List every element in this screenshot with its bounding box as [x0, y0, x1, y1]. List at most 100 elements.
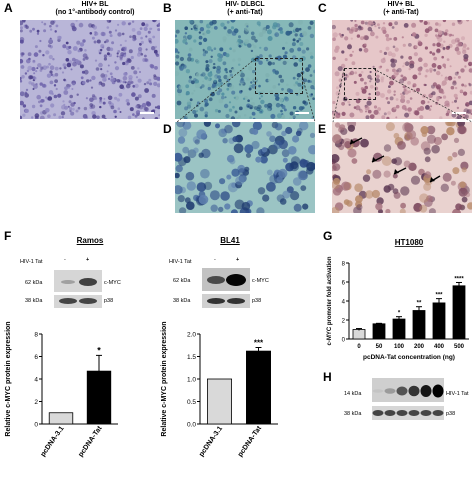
cell-nucleus — [373, 109, 379, 115]
cell-nucleus — [218, 88, 223, 93]
cell-nucleus — [42, 65, 47, 70]
cell-nucleus — [418, 72, 422, 76]
cell-nucleus — [80, 76, 84, 80]
cell-nucleus — [461, 196, 468, 203]
cell-nucleus — [100, 31, 106, 37]
cell-nucleus — [407, 81, 411, 85]
cell-nucleus — [119, 111, 122, 113]
cell-nucleus — [408, 43, 412, 47]
cell-nucleus — [129, 107, 134, 112]
cell-nucleus — [213, 62, 216, 66]
cell-nucleus — [354, 23, 358, 28]
bar — [352, 329, 366, 340]
cell-nucleus — [366, 100, 372, 106]
cell-nucleus — [188, 34, 193, 39]
cell-nucleus — [67, 105, 70, 108]
cell-nucleus — [244, 166, 250, 172]
cell-nucleus — [181, 65, 184, 68]
cell-nucleus — [420, 126, 429, 135]
cell-nucleus — [198, 194, 209, 205]
cell-nucleus — [144, 88, 149, 93]
cell-nucleus — [238, 44, 242, 48]
cell-nucleus — [455, 116, 460, 119]
cell-nucleus — [470, 112, 472, 115]
cell-nucleus — [92, 25, 98, 30]
cell-nucleus — [67, 50, 72, 55]
cell-nucleus — [135, 76, 139, 79]
cell-nucleus — [292, 177, 302, 186]
cell-nucleus — [58, 115, 62, 119]
cell-nucleus — [395, 104, 400, 109]
cell-nucleus — [62, 63, 67, 67]
cell-nucleus — [131, 28, 136, 32]
cell-nucleus — [196, 101, 200, 105]
h-band-tat: HIV-1 Tat — [446, 391, 469, 397]
cell-nucleus — [231, 68, 236, 73]
cell-nucleus — [121, 21, 126, 26]
cell-nucleus — [281, 105, 286, 109]
bl41-band-p38: p38 — [252, 298, 262, 304]
cell-nucleus — [420, 100, 426, 105]
cell-nucleus — [187, 100, 190, 103]
cell-nucleus — [424, 28, 430, 34]
cell-nucleus — [45, 96, 48, 99]
cell-nucleus — [127, 115, 132, 119]
cell-nucleus — [431, 91, 436, 96]
cell-nucleus — [241, 201, 251, 211]
cell-nucleus — [464, 84, 467, 88]
y-tick-label: 6 — [34, 354, 38, 361]
cell-nucleus — [216, 91, 221, 96]
cell-nucleus — [366, 169, 372, 175]
cell-nucleus — [225, 113, 230, 119]
cell-nucleus — [402, 65, 405, 68]
cell-nucleus — [257, 187, 266, 195]
cell-nucleus — [226, 87, 230, 91]
cell-nucleus — [253, 45, 257, 49]
cell-nucleus — [105, 39, 109, 43]
cell-nucleus — [382, 29, 387, 34]
micrograph-d-image — [175, 122, 315, 213]
cell-nucleus — [195, 72, 200, 77]
cell-nucleus — [233, 143, 244, 154]
cell-nucleus — [409, 97, 413, 100]
cell-nucleus — [58, 35, 62, 40]
cell-nucleus — [200, 73, 203, 77]
ramos-tat-label: HIV-1 Tat — [20, 259, 43, 265]
cell-nucleus — [222, 138, 228, 144]
cell-nucleus — [341, 33, 344, 37]
cell-nucleus — [332, 32, 338, 38]
cell-nucleus — [128, 75, 133, 80]
cell-nucleus — [116, 98, 121, 102]
cell-nucleus — [45, 108, 50, 113]
cell-nucleus — [121, 48, 124, 51]
cell-nucleus — [424, 46, 428, 50]
cell-nucleus — [432, 52, 436, 56]
cell-nucleus — [436, 42, 441, 47]
cell-nucleus — [252, 69, 256, 74]
cell-nucleus — [207, 86, 211, 91]
cell-nucleus — [260, 99, 265, 105]
cell-nucleus — [380, 79, 384, 83]
cell-nucleus — [187, 53, 192, 57]
cell-nucleus — [108, 30, 112, 34]
cell-nucleus — [149, 82, 153, 86]
cell-nucleus — [148, 78, 152, 82]
cell-nucleus — [84, 49, 87, 52]
cell-nucleus — [238, 106, 243, 111]
cell-nucleus — [296, 93, 299, 96]
cell-nucleus — [249, 106, 253, 110]
cell-nucleus — [26, 69, 30, 73]
cell-nucleus — [392, 173, 398, 179]
cell-nucleus — [247, 43, 252, 48]
cell-nucleus — [130, 81, 134, 84]
cell-nucleus — [144, 58, 148, 62]
cell-nucleus — [393, 37, 398, 41]
cell-nucleus — [20, 26, 23, 30]
cell-nucleus — [69, 107, 73, 111]
cell-nucleus — [393, 72, 398, 78]
cell-nucleus — [274, 32, 280, 38]
cell-nucleus — [360, 36, 364, 41]
h-band-p38: p38 — [446, 411, 456, 417]
cell-nucleus — [284, 51, 288, 55]
cell-nucleus — [411, 32, 417, 37]
